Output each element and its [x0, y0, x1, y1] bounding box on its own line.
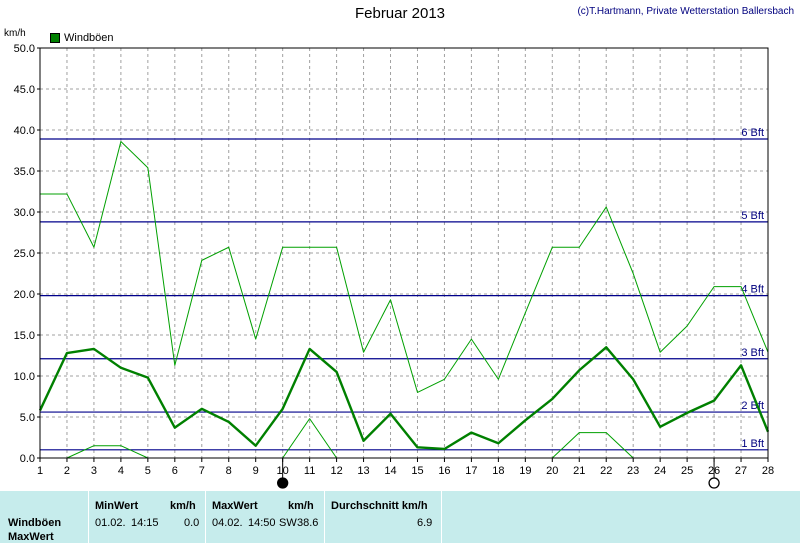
y-axis-unit: km/h: [4, 28, 26, 39]
x-tick-label: 18: [492, 465, 504, 477]
beaufort-label: 2 Bft: [741, 400, 764, 412]
series-line-avg: [38, 346, 770, 451]
max-header: MaxWert: [212, 500, 258, 512]
stats-panel: Windböen MaxWert MinWert km/h 01.02. 14:…: [0, 491, 800, 543]
max-value: 38.6: [297, 517, 319, 529]
x-tick-label: 28: [762, 465, 774, 477]
x-tick-label: 3: [91, 465, 97, 477]
max-date: 04.02.: [212, 517, 243, 529]
x-tick-label: 4: [118, 465, 124, 477]
y-tick-label: 5.0: [20, 412, 35, 424]
y-tick-label: 50.0: [14, 43, 35, 55]
x-tick-label: 13: [357, 465, 369, 477]
y-tick-label: 25.0: [14, 248, 35, 260]
x-tick-label: 22: [600, 465, 612, 477]
y-tick-label: 10.0: [14, 371, 35, 383]
x-tick-label: 23: [627, 465, 639, 477]
x-tick-label: 12: [330, 465, 342, 477]
full-moon-icon: [708, 477, 720, 489]
y-tick-label: 35.0: [14, 166, 35, 178]
avg-header: Durchschnitt km/h: [331, 500, 428, 512]
x-tick-label: 20: [546, 465, 558, 477]
beaufort-label: 3 Bft: [741, 347, 764, 359]
x-tick-label: 7: [199, 465, 205, 477]
series-line-max: [40, 140, 769, 393]
x-tick-label: 5: [145, 465, 151, 477]
min-value: 0.0: [184, 517, 200, 529]
series-line-min: [282, 418, 338, 459]
stats-divider: [88, 491, 89, 543]
x-tick-label: 8: [226, 465, 232, 477]
moon-markers: [277, 458, 720, 489]
max-time: 14:50: [248, 517, 276, 529]
x-tick-label: 24: [654, 465, 666, 477]
x-tick-label: 14: [384, 465, 396, 477]
stats-row-label: MaxWert: [8, 531, 54, 543]
beaufort-label: 1 Bft: [741, 438, 764, 450]
min-time: 14:15: [131, 517, 159, 529]
max-unit: km/h: [288, 500, 314, 512]
beaufort-label: 6 Bft: [741, 127, 764, 139]
chart-legend: Windböen: [50, 32, 114, 44]
stats-row-label: Windböen: [8, 517, 62, 529]
credit-text: (c)T.Hartmann, Private Wetterstation Bal…: [577, 6, 794, 17]
min-date: 01.02.: [95, 517, 126, 529]
beaufort-label: 5 Bft: [741, 210, 764, 222]
min-header: MinWert: [95, 500, 139, 512]
avg-value: 6.9: [417, 517, 433, 529]
max-direction: SW: [279, 517, 297, 529]
x-tick-label: 2: [64, 465, 70, 477]
series-line-min: [551, 432, 634, 459]
y-tick-label: 30.0: [14, 207, 35, 219]
stats-divider: [324, 491, 325, 543]
x-tick-label: 27: [735, 465, 747, 477]
x-tick-label: 21: [573, 465, 585, 477]
y-tick-label: 15.0: [14, 330, 35, 342]
stats-divider: [441, 491, 442, 543]
x-tick-label: 25: [681, 465, 693, 477]
x-tick-label: 1: [37, 465, 43, 477]
x-tick-label: 9: [253, 465, 259, 477]
x-tick-label: 6: [172, 465, 178, 477]
series-line-min: [66, 445, 149, 459]
x-tick-label: 16: [438, 465, 450, 477]
x-tick-label: 11: [304, 465, 315, 477]
chart-series: [38, 140, 770, 459]
y-tick-label: 45.0: [14, 84, 35, 96]
x-tick-label: 17: [465, 465, 477, 477]
min-unit: km/h: [170, 500, 196, 512]
beaufort-label: 4 Bft: [741, 284, 764, 296]
chart-grid: [40, 47, 769, 458]
beaufort-lines: 1 Bft 2 Bft 3 Bft 4 Bft 5 Bft 6 Bft: [40, 127, 768, 451]
chart-title: Februar 2013: [354, 5, 446, 22]
legend-label: Windböen: [64, 32, 114, 44]
new-moon-icon: [277, 477, 289, 489]
plot-frame: [39, 47, 769, 459]
wind-chart: 1 Bft 2 Bft 3 Bft 4 Bft 5 Bft 6 Bft 0.0 5.0 10.…: [14, 43, 774, 489]
y-tick-label: 40.0: [14, 125, 35, 137]
legend-swatch: [50, 33, 60, 43]
x-tick-label: 19: [519, 465, 531, 477]
stats-divider: [205, 491, 206, 543]
y-tick-label: 20.0: [14, 289, 35, 301]
x-tick-label: 15: [411, 465, 423, 477]
y-tick-label: 0.0: [20, 453, 35, 465]
